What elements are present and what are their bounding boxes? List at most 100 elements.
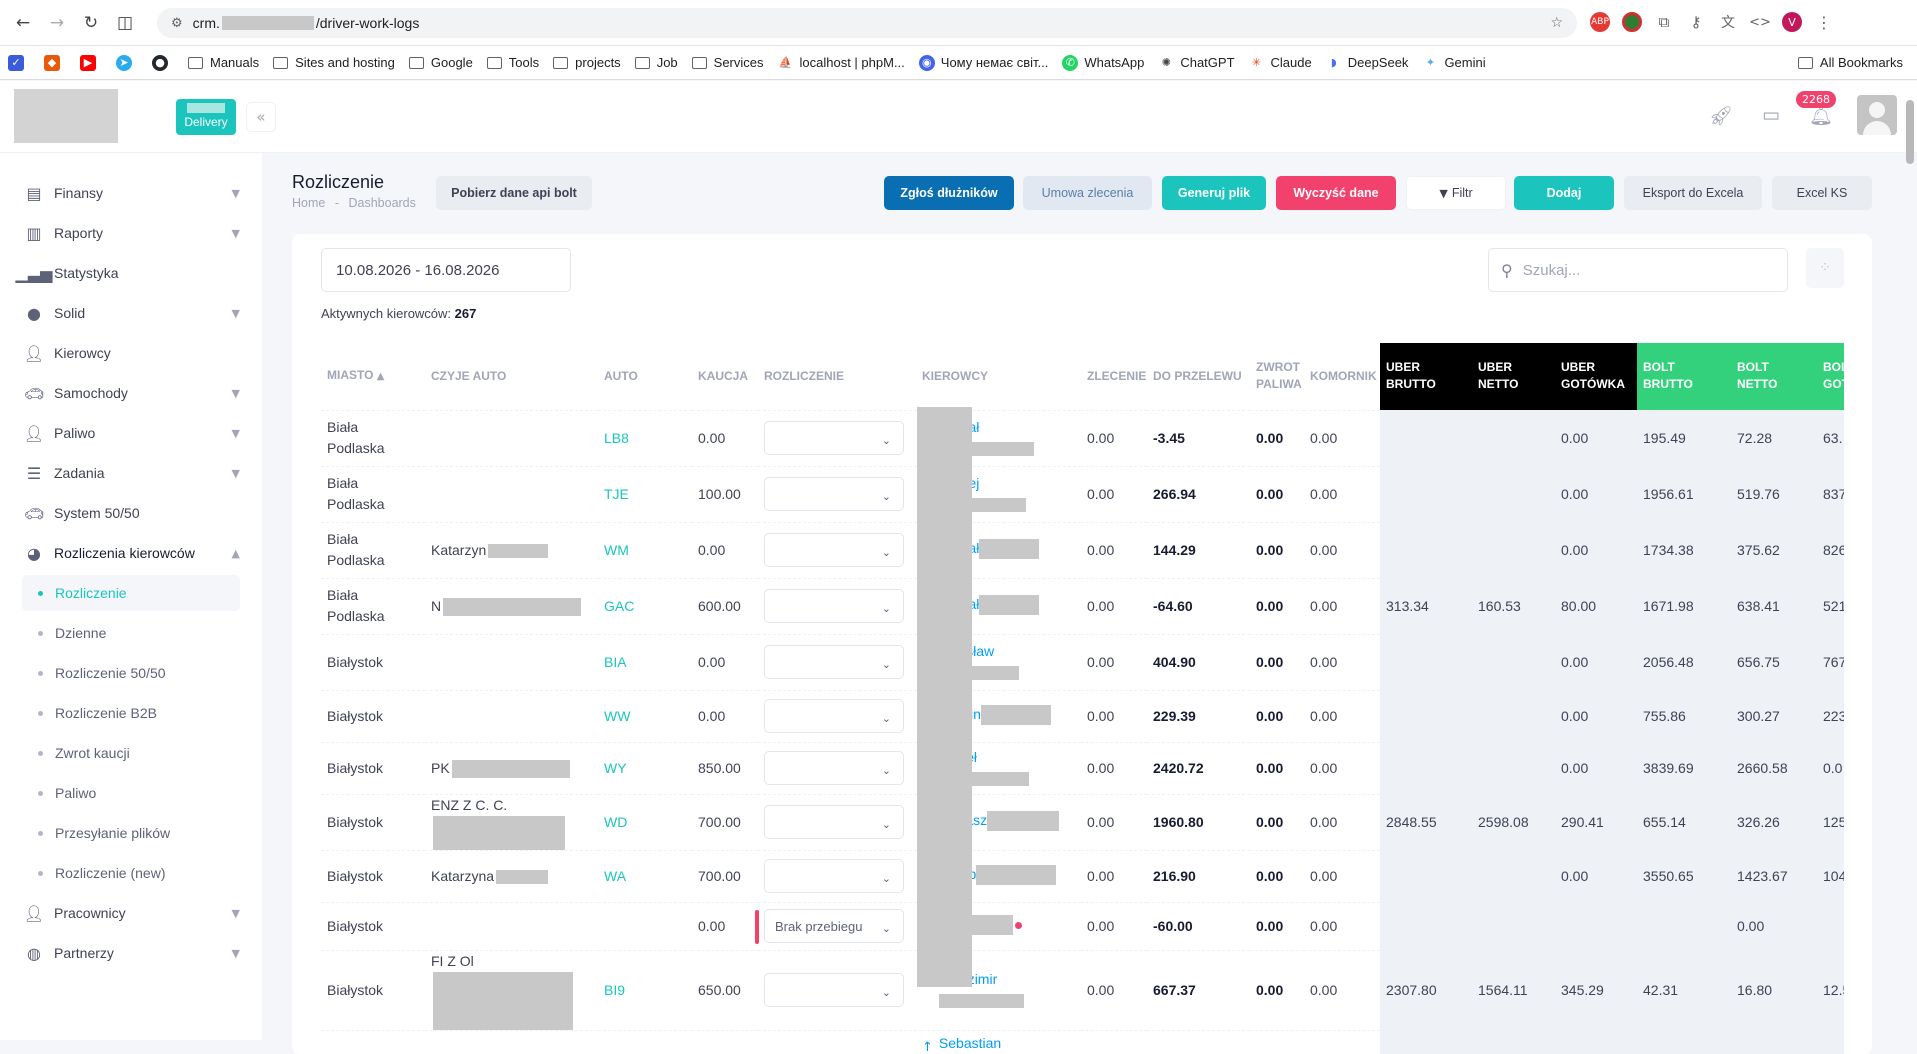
user-avatar[interactable]: [1857, 95, 1897, 135]
settlement-select[interactable]: ⌄: [764, 645, 904, 679]
search-input[interactable]: ⚲ Szukaj...: [1488, 248, 1788, 292]
extensions-icon[interactable]: ⧉: [1654, 12, 1674, 32]
table-row[interactable]: BiałystokWW0.00⌄↑Marcin0.00229.390.000.0…: [321, 690, 1844, 742]
table-row[interactable]: BiałystokBIA0.00⌄↑Mirosław0.00404.900.00…: [321, 634, 1844, 690]
col-zlecenie[interactable]: ZLECENIE: [1081, 343, 1147, 410]
sidebar-item-paliwo[interactable]: 👤︎Paliwo▼: [0, 413, 262, 453]
col-miasto[interactable]: MIASTO ▲: [321, 343, 425, 410]
sidebar-subitem-przesylanie-plikow[interactable]: Przesyłanie plików: [0, 813, 262, 853]
bookmark-sites[interactable]: Sites and hosting: [273, 55, 395, 70]
cell-auto-link[interactable]: LB8: [598, 410, 692, 466]
cell-auto-link[interactable]: BI9: [598, 950, 692, 1030]
sidebar-subitem-zwrot-kaucji[interactable]: Zwrot kaucji: [0, 733, 262, 773]
back-icon[interactable]: ←: [12, 12, 34, 34]
report-debtors-button[interactable]: Zgłoś dłużników: [884, 176, 1014, 210]
table-row[interactable]: Biała PodlaskaNGAC600.00⌄↑Michał0.00-64.…: [321, 578, 1844, 634]
col-zwrot-paliwa[interactable]: ZWROT PALIWA: [1250, 343, 1304, 410]
sidebar-subitem-paliwo[interactable]: Paliwo: [0, 773, 262, 813]
excel-ks-button[interactable]: Excel KS: [1772, 176, 1872, 210]
driver-link[interactable]: ↑Sebastian: [922, 1033, 1075, 1054]
cell-auto-link[interactable]: BIA: [598, 634, 692, 690]
settlement-select[interactable]: Brak przebiegu⌄: [764, 909, 904, 943]
reload-icon[interactable]: ↻: [80, 12, 102, 34]
cell-auto-link[interactable]: WW: [598, 690, 692, 742]
col-kaucja[interactable]: KAUCJA: [692, 343, 758, 410]
sidebar-subitem-rozliczenie[interactable]: Rozliczenie: [22, 575, 240, 611]
col-rozliczenie[interactable]: ROZLICZENIE: [758, 343, 922, 410]
col-bolt-netto[interactable]: BOLT NETTO: [1731, 343, 1817, 410]
export-excel-button[interactable]: Eksport do Excela: [1624, 176, 1762, 210]
sidebar-item-solid[interactable]: ●Solid▼: [0, 293, 262, 333]
bookmark-article[interactable]: ◉Чому немає світ...: [919, 55, 1049, 71]
bookmark-manuals[interactable]: Manuals: [188, 55, 259, 70]
settlement-select[interactable]: ⌄: [764, 589, 904, 623]
sidebar-item-zadania[interactable]: ☰Zadania▼: [0, 453, 262, 493]
sidebar-subitem-rozliczenie-new[interactable]: Rozliczenie (new): [0, 853, 262, 893]
breadcrumb-home[interactable]: Home: [292, 196, 325, 210]
cell-auto-link[interactable]: WM: [598, 522, 692, 578]
bookmark-chatgpt[interactable]: ✺ChatGPT: [1158, 55, 1234, 71]
bookmark-claude[interactable]: ✳Claude: [1249, 55, 1312, 71]
bookmark-projects[interactable]: projects: [553, 55, 621, 70]
chat-icon[interactable]: ▭: [1757, 101, 1785, 129]
sidebar-item-statystyka[interactable]: ▁▃▅Statystyka: [0, 253, 262, 293]
github-icon[interactable]: ●: [152, 55, 174, 71]
delivery-badge[interactable]: Delivery: [176, 99, 236, 135]
table-row[interactable]: Biała PodlaskaKatarzynWM0.00⌄↑Michał0.00…: [321, 522, 1844, 578]
profile-avatar[interactable]: V: [1782, 12, 1802, 32]
bookmark-job[interactable]: Job: [635, 55, 678, 70]
sidebar-item-rozliczenia-kierowcow[interactable]: ◕Rozliczenia kierowców▲: [0, 533, 262, 573]
bookmark-services[interactable]: Services: [692, 55, 764, 70]
split-view-icon[interactable]: ◫: [114, 12, 136, 34]
table-row[interactable]: BiałystokPKWY850.00⌄↑Paweł0.002420.720.0…: [321, 742, 1844, 794]
cell-auto-link[interactable]: TJE: [598, 466, 692, 522]
col-bolt-brutto[interactable]: BOLT BRUTTO: [1637, 343, 1731, 410]
sidebar-item-raporty[interactable]: ▥Raporty▼: [0, 213, 262, 253]
cell-auto-link[interactable]: [598, 902, 692, 950]
settlement-select[interactable]: ⌄: [764, 533, 904, 567]
key-icon[interactable]: ⚷: [1686, 12, 1706, 32]
rocket-icon[interactable]: 🚀︎: [1707, 101, 1735, 129]
sidebar-item-finansy[interactable]: ▤Finansy▼: [0, 173, 262, 213]
fetch-bolt-button[interactable]: Pobierz dane api bolt: [436, 176, 592, 210]
collapse-sidebar-icon[interactable]: «: [246, 102, 276, 132]
sidebar-subitem-rozliczenie-5050[interactable]: Rozliczenie 50/50: [0, 653, 262, 693]
table-row[interactable]: Biała PodlaskaLB80.00⌄↑Michał0.00-3.450.…: [321, 410, 1844, 466]
bookmark-icon-2[interactable]: ◆: [44, 55, 66, 71]
forward-icon[interactable]: →: [46, 12, 68, 34]
table-row[interactable]: BiałystokKatarzynaWA700.00⌄↑Jakub0.00216…: [321, 850, 1844, 902]
sidebar-item-kierowcy[interactable]: 👤︎Kierowcy: [0, 333, 262, 373]
bookmark-tools[interactable]: Tools: [487, 55, 539, 70]
clear-data-button[interactable]: Wyczyść dane: [1276, 176, 1396, 210]
contract-button[interactable]: Umowa zlecenia: [1023, 176, 1152, 210]
menu-icon[interactable]: ⋮: [1814, 12, 1834, 32]
bookmark-whatsapp[interactable]: ✆WhatsApp: [1062, 55, 1144, 71]
cell-kierowca[interactable]: ↑Sebastian: [922, 1030, 1081, 1054]
date-range-input[interactable]: 10.08.2026 - 16.08.2026: [321, 248, 571, 292]
logo[interactable]: [14, 89, 118, 143]
sidebar-item-samochody[interactable]: 🚗︎Samochody▼: [0, 373, 262, 413]
translate-icon[interactable]: 文: [1718, 12, 1738, 32]
col-czyje-auto[interactable]: CZYJE AUTO: [425, 343, 598, 410]
col-komornik[interactable]: KOMORNIK: [1304, 343, 1380, 410]
adblock-icon[interactable]: ABP: [1590, 12, 1610, 32]
sidebar-subitem-rozliczenie-b2b[interactable]: Rozliczenie B2B: [0, 693, 262, 733]
cell-auto-link[interactable]: [598, 1030, 692, 1054]
cell-auto-link[interactable]: WY: [598, 742, 692, 794]
bookmark-star-icon[interactable]: ☆: [1550, 15, 1563, 31]
col-uber-brutto[interactable]: UBER BRUTTO: [1380, 343, 1472, 410]
bookmark-google[interactable]: Google: [409, 55, 473, 70]
filter-button[interactable]: ▼Filtr: [1406, 176, 1506, 210]
col-do-przelewu[interactable]: DO PRZELEWU: [1147, 343, 1250, 410]
table-row[interactable]: ↑Sebastian: [321, 1030, 1844, 1054]
settlement-select[interactable]: ⌄: [764, 421, 904, 455]
all-bookmarks[interactable]: All Bookmarks: [1798, 55, 1903, 70]
telegram-icon[interactable]: ➤: [116, 55, 138, 71]
generate-file-button[interactable]: Generuj plik: [1162, 176, 1266, 210]
cell-auto-link[interactable]: GAC: [598, 578, 692, 634]
settlement-select[interactable]: ⌄: [764, 805, 904, 839]
youtube-icon[interactable]: ▶: [80, 55, 102, 71]
table-row[interactable]: Biała PodlaskaTJE100.00⌄↑Maciej0.00266.9…: [321, 466, 1844, 522]
